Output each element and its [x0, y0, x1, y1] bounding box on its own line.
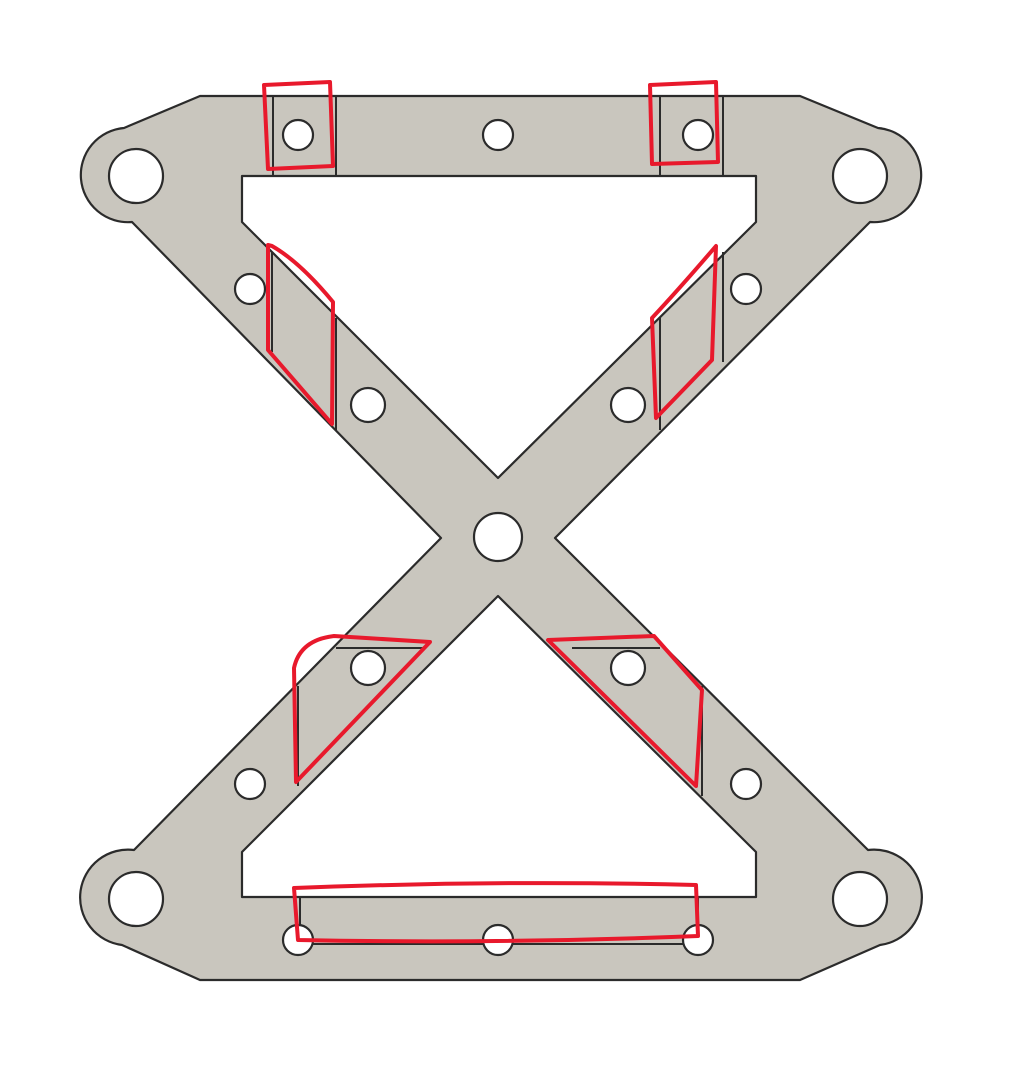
hole-top-right-pad [681, 118, 715, 152]
hole-top-left-pad [281, 118, 315, 152]
hole-upper-right-inner [609, 386, 647, 424]
mounting-hole-bottom-left [107, 870, 165, 928]
mounting-hole-bottom-right [831, 870, 889, 928]
markup-top-left-pad [262, 80, 335, 171]
hole-lower-left-outer [233, 767, 267, 801]
plate-holes [107, 118, 889, 957]
hole-lower-right-outer [729, 767, 763, 801]
hole-lower-right-inner [609, 649, 647, 687]
markup-upper-left-arm [266, 243, 335, 426]
markup-top-right-pad [648, 80, 720, 166]
hole-lower-left-inner [349, 649, 387, 687]
markup-bottom-bar [292, 881, 700, 944]
markup-lower-left-arm [292, 634, 432, 784]
hole-upper-left-inner [349, 386, 387, 424]
mounting-hole-top-left [107, 147, 165, 205]
hole-upper-left-outer [233, 272, 267, 306]
mounting-hole-top-right [831, 147, 889, 205]
markup-lower-right-arm [546, 634, 704, 788]
hole-top-center [481, 118, 515, 152]
markup-upper-right-arm [650, 244, 718, 420]
center-hole [472, 511, 524, 563]
hole-upper-right-outer [729, 272, 763, 306]
red-markups [262, 80, 720, 944]
